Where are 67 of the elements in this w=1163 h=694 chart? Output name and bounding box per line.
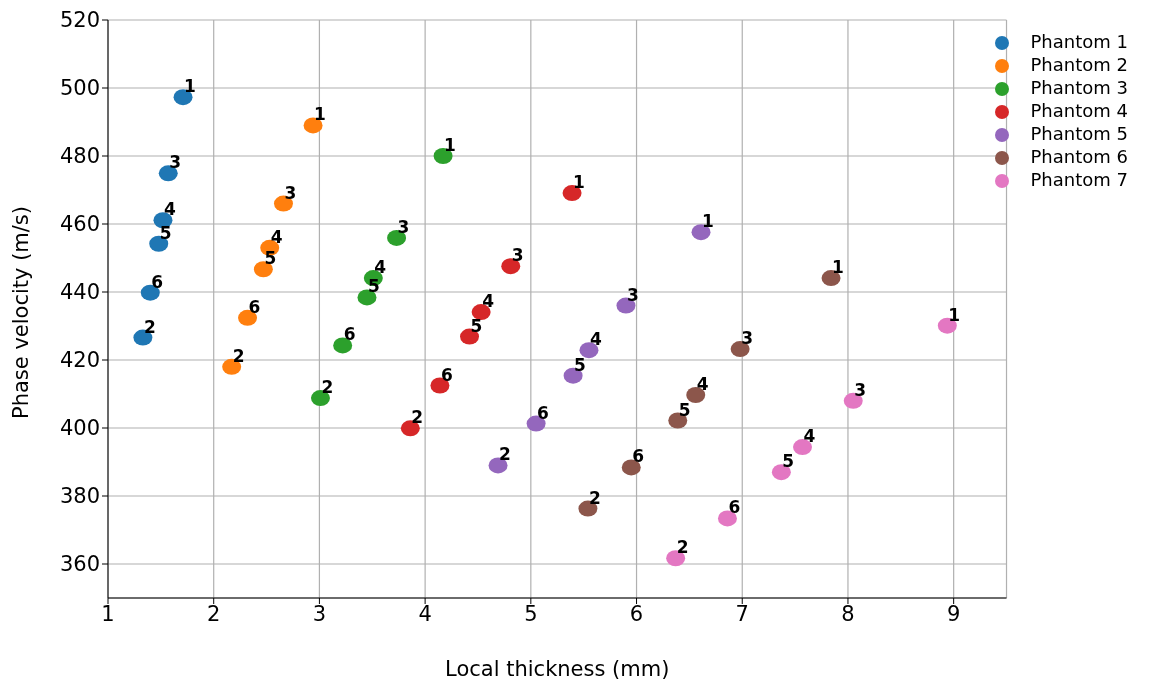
x-tick-label: 3	[312, 601, 327, 626]
annotation: 2	[588, 487, 601, 508]
y-axis-title: Phase velocity (m/s)	[9, 206, 34, 419]
annotation: 5	[678, 399, 691, 420]
annotation: 6	[728, 497, 741, 518]
x-tick-label: 2	[207, 601, 221, 626]
annotation: 3	[397, 216, 410, 237]
annotation: 1	[314, 104, 326, 125]
y-tick-label: 460	[59, 212, 100, 237]
x-axis-title: Local thickness (mm)	[445, 657, 670, 681]
annotation: 2	[321, 377, 334, 398]
legend-label: Phantom 1	[1030, 31, 1128, 52]
annotation: 6	[151, 271, 164, 292]
annotation: 4	[589, 329, 602, 350]
annotation: 5	[782, 451, 795, 472]
legend-label: Phantom 6	[1030, 146, 1128, 167]
x-tick-label: 1	[101, 601, 115, 626]
legend-label: Phantom 5	[1030, 123, 1128, 144]
annotation: 2	[411, 407, 424, 428]
y-tick-label: 480	[59, 144, 100, 169]
annotation: 1	[832, 257, 844, 278]
x-tick-label: 9	[946, 601, 961, 626]
y-tick-label: 520	[59, 8, 100, 33]
annotation: 4	[270, 226, 283, 247]
annotation: 6	[632, 446, 645, 467]
y-tick-label: 380	[59, 484, 100, 509]
annotation: 3	[626, 284, 639, 305]
annotation: 6	[343, 324, 356, 345]
annotation: 4	[374, 257, 387, 278]
y-tick-label: 420	[59, 348, 100, 373]
legend-label: Phantom 4	[1030, 100, 1128, 121]
annotation: 4	[163, 199, 176, 220]
annotation: 5	[470, 315, 483, 336]
annotation: 4	[803, 426, 816, 447]
annotation: 1	[184, 76, 196, 97]
annotation: 6	[248, 296, 261, 317]
x-tick-label: 7	[735, 601, 749, 626]
annotation: 2	[232, 345, 245, 366]
annotation: 5	[159, 222, 172, 243]
annotation: 6	[440, 364, 453, 385]
y-tick-label: 440	[59, 280, 100, 305]
annotation: 2	[143, 316, 156, 337]
x-tick-label: 8	[841, 601, 855, 626]
annotation: 2	[676, 537, 689, 558]
annotation: 4	[696, 374, 709, 395]
annotation: 3	[854, 379, 867, 400]
x-tick-label: 4	[418, 601, 432, 626]
legend-label: Phantom 7	[1030, 169, 1128, 190]
y-tick-label: 360	[59, 552, 100, 577]
y-tick-label: 500	[59, 76, 100, 101]
legend-label: Phantom 3	[1030, 77, 1128, 98]
annotation: 3	[741, 328, 753, 349]
legend-label: Phantom 2	[1030, 54, 1128, 75]
annotation: 6	[537, 402, 549, 423]
annotation: 5	[574, 354, 586, 375]
annotation: 2	[499, 444, 511, 465]
x-tick-label: 5	[524, 601, 538, 626]
annotation: 3	[284, 182, 297, 203]
annotation: 3	[511, 245, 524, 266]
annotation: 1	[702, 211, 714, 232]
y-tick-label: 400	[59, 416, 100, 441]
annotation: 3	[169, 152, 182, 173]
annotation: 1	[444, 135, 456, 155]
annotation: 1	[948, 304, 961, 325]
annotation: 1	[573, 172, 585, 193]
x-tick-label: 6	[629, 601, 644, 626]
annotation: 4	[482, 291, 495, 312]
